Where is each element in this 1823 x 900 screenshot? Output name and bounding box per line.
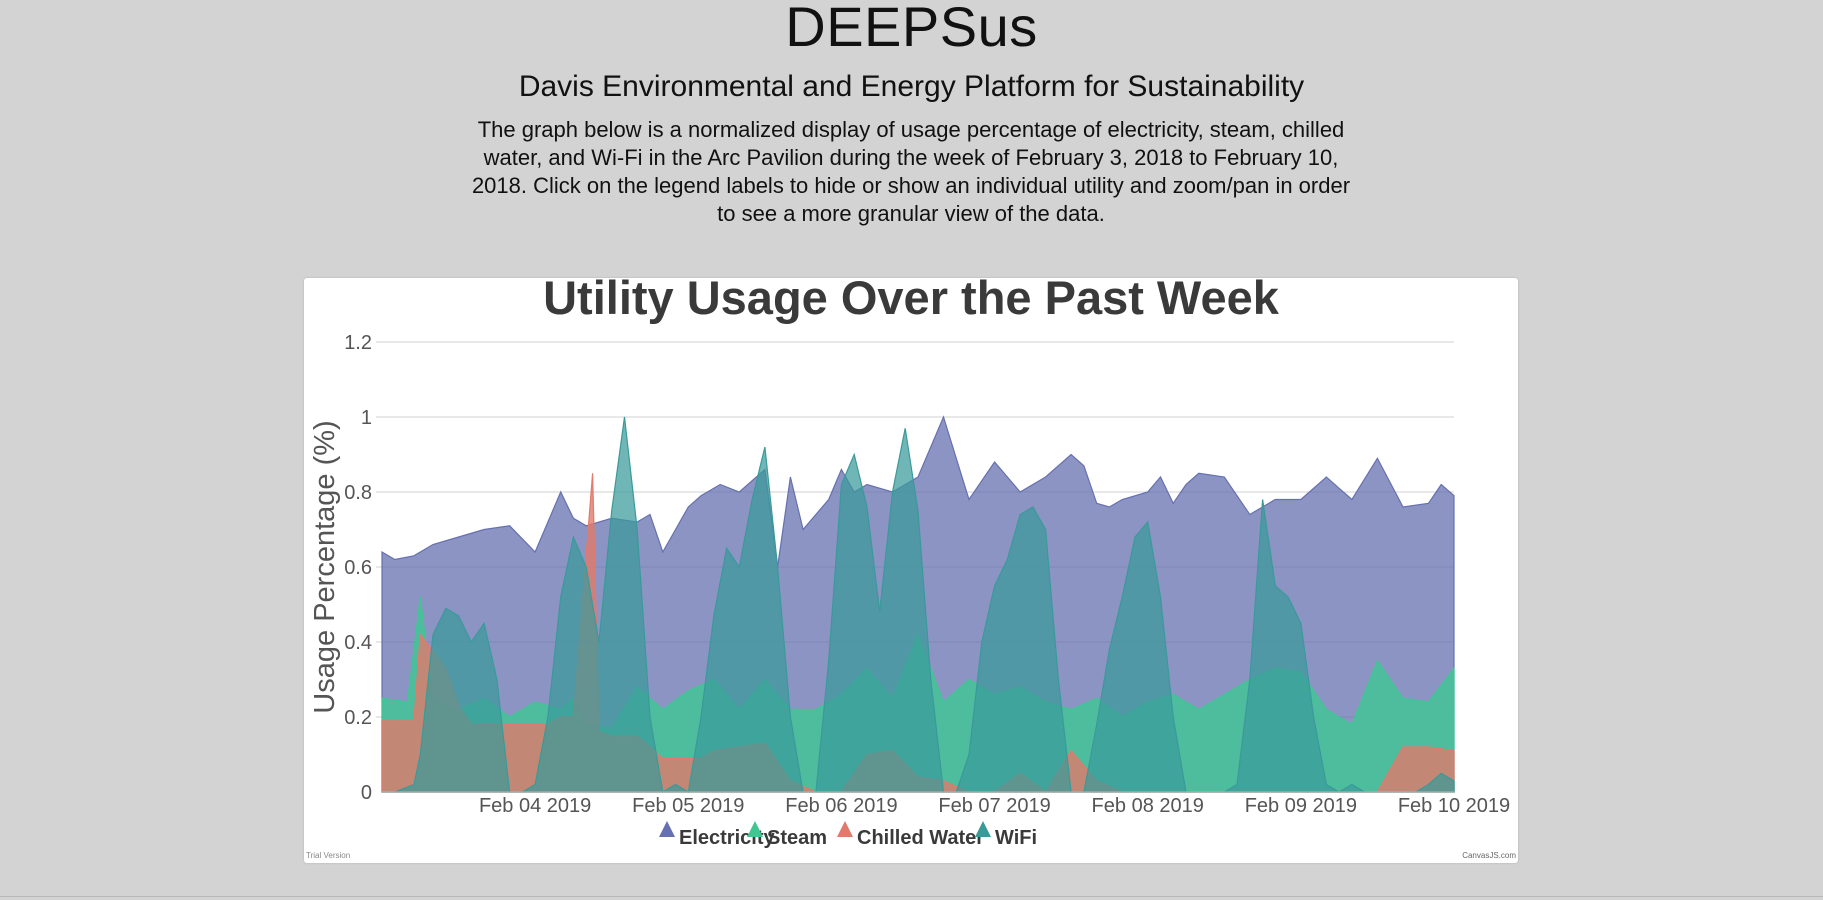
x-tick-label: Feb 06 2019 xyxy=(785,795,897,817)
bottom-divider xyxy=(0,896,1823,897)
site-title: DEEPSus xyxy=(785,0,1038,58)
legend-label: Electricity xyxy=(679,827,775,849)
usage-chart[interactable]: Utility Usage Over the Past Week 0 0.2 0.4 0… xyxy=(304,278,1518,863)
x-tick-label: Feb 04 2019 xyxy=(479,795,591,817)
y-tick-label: 1.2 xyxy=(344,332,372,354)
site-subtitle: Davis Environmental and Energy Platform … xyxy=(518,70,1305,103)
series-area-wifi xyxy=(382,416,1455,793)
y-tick-label: 0.2 xyxy=(344,707,372,729)
legend-marker-icon xyxy=(975,821,991,837)
legend-label: WiFi xyxy=(995,827,1037,849)
y-tick-label: 1 xyxy=(361,407,372,429)
chart-card[interactable]: Utility Usage Over the Past Week 0 0.2 0.4 0… xyxy=(304,278,1518,863)
legend-marker-icon xyxy=(659,821,675,837)
x-tick-label: Feb 07 2019 xyxy=(938,795,1050,817)
canvasjs-credit-link[interactable]: CanvasJS.com xyxy=(1462,851,1516,860)
trial-version-label: Trial Version xyxy=(306,851,350,860)
x-tick-label: Feb 09 2019 xyxy=(1245,795,1357,817)
x-tick-label: Feb 05 2019 xyxy=(632,795,744,817)
legend-item-steam[interactable]: Steam xyxy=(747,821,827,849)
legend-item-wifi[interactable]: WiFi xyxy=(975,821,1037,849)
legend-label: Steam xyxy=(767,827,827,849)
legend-item-chilled-water[interactable]: Chilled Water xyxy=(837,821,984,849)
x-tick-label: Feb 08 2019 xyxy=(1092,795,1204,817)
x-tick-label: Feb 10 2019 xyxy=(1398,795,1510,817)
intro-description: The graph below is a normalized display … xyxy=(471,117,1351,226)
legend-marker-icon xyxy=(837,821,853,837)
y-tick-label: 0.8 xyxy=(344,482,372,504)
y-axis-label: Usage Percentage (%) xyxy=(309,420,341,713)
y-tick-label: 0.4 xyxy=(344,632,372,654)
legend-label: Chilled Water xyxy=(857,827,984,849)
chart-title: Utility Usage Over the Past Week xyxy=(543,278,1280,324)
y-tick-label: 0 xyxy=(361,782,372,804)
y-tick-label: 0.6 xyxy=(344,557,372,579)
legend-marker-icon xyxy=(747,821,763,837)
